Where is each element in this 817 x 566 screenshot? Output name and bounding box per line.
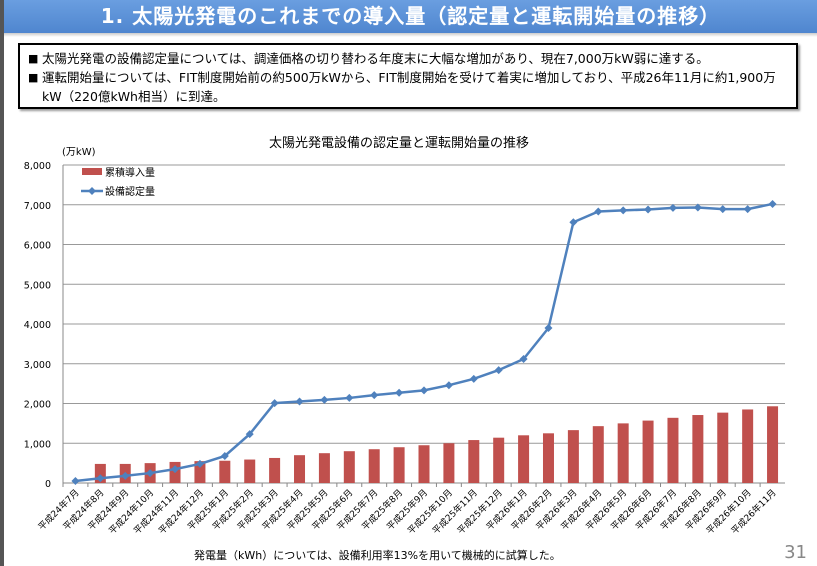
footnote: 発電量（kWh）については、設備利用率13%を用いて機械的に試算した。 <box>194 549 561 562</box>
y-tick-label: 5,000 <box>24 280 51 291</box>
line-marker <box>693 203 702 212</box>
bullet-text: 太陽光発電の設備認定量については、調達価格の切り替わる年度末に大幅な増加があり、… <box>42 51 709 66</box>
bar <box>219 460 231 483</box>
line-marker <box>171 465 180 474</box>
line-marker <box>569 218 578 227</box>
line-marker <box>444 381 453 390</box>
line-marker <box>494 366 503 375</box>
summary-box: ■ 太陽光発電の設備認定量については、調達価格の切り替わる年度末に大幅な増加があり… <box>18 43 798 109</box>
chart-title: 太陽光発電設備の認定量と運転開始量の推移 <box>269 135 529 151</box>
line-marker <box>619 206 628 215</box>
bullet-text: 運転開始量については、FIT制度開始前の約500万kWから、FIT制度開始を受け… <box>42 70 776 104</box>
line-marker <box>644 205 653 214</box>
line-marker <box>420 386 428 395</box>
y-tick-label: 1,000 <box>24 439 51 450</box>
bar <box>542 433 554 483</box>
line-marker <box>370 391 379 400</box>
bar <box>343 451 355 483</box>
line-marker <box>718 205 727 214</box>
bar <box>692 415 704 483</box>
line-marker <box>146 469 155 478</box>
bar <box>418 445 430 483</box>
legend-label-line: 設備認定量 <box>105 185 155 198</box>
bar <box>642 420 654 483</box>
y-tick-label: 3,000 <box>24 360 51 371</box>
bar <box>567 430 579 483</box>
line-marker <box>195 459 204 468</box>
y-tick-label: 7,000 <box>24 201 51 212</box>
slide-title: 1. 太陽光発電のこれまでの導入量（認定量と運転開始量の推移） <box>4 0 817 33</box>
y-tick-label: 8,000 <box>24 161 51 172</box>
bar <box>368 449 380 483</box>
line-marker <box>320 395 329 404</box>
summary-bullet: ■ 太陽光発電の設備認定量については、調達価格の切り替わる年度末に大幅な増加があり… <box>28 49 788 68</box>
bar <box>592 426 604 483</box>
bar <box>269 457 281 483</box>
line-marker <box>295 397 304 406</box>
bar <box>294 455 306 483</box>
y-tick-label: 2,000 <box>24 400 51 411</box>
line-marker <box>121 471 130 480</box>
bar <box>244 459 256 483</box>
bar <box>94 463 106 483</box>
legend-swatch-bar <box>82 168 102 175</box>
y-tick-label: 0 <box>45 479 51 490</box>
bar <box>717 412 729 483</box>
line-marker <box>220 451 229 460</box>
line-marker <box>345 393 354 402</box>
line-marker <box>96 474 105 483</box>
line-marker <box>743 205 752 214</box>
line-marker <box>768 199 777 208</box>
bar <box>742 409 754 483</box>
legend: 累積導入量 設備認定量 <box>81 166 155 198</box>
bar <box>667 417 679 483</box>
bar <box>617 423 629 483</box>
bar <box>393 447 405 483</box>
bar <box>318 453 330 483</box>
line-marker <box>395 388 404 397</box>
line-marker <box>544 323 553 332</box>
bar <box>443 443 455 483</box>
bullet-square-icon: ■ <box>28 71 39 84</box>
y-tick-label: 4,000 <box>24 320 51 331</box>
bar <box>767 406 779 483</box>
legend-label-bar: 累積導入量 <box>105 166 155 179</box>
legend-marker <box>88 187 96 195</box>
summary-bullet: ■ 運転開始量については、FIT制度開始前の約500万kWから、FIT制度開始を受… <box>28 68 788 106</box>
line-marker <box>71 477 80 486</box>
page-number: 31 <box>784 542 807 563</box>
y-axis-label: (万kW) <box>62 147 96 158</box>
line-marker <box>594 207 603 216</box>
line-marker <box>245 430 254 439</box>
bar <box>493 437 505 483</box>
chart: 太陽光発電設備の認定量と運転開始量の推移 (万kW) 0 1,000 2,000 3,… <box>24 135 785 537</box>
y-tick-label: 6,000 <box>24 241 51 252</box>
title-shadow <box>4 33 817 37</box>
bar <box>194 461 206 483</box>
line-marker <box>270 399 279 408</box>
line-marker <box>519 354 528 363</box>
line-marker <box>668 203 677 212</box>
line-marker <box>469 374 478 383</box>
bullet-square-icon: ■ <box>28 52 39 65</box>
bar <box>518 435 530 483</box>
bar <box>468 440 480 483</box>
